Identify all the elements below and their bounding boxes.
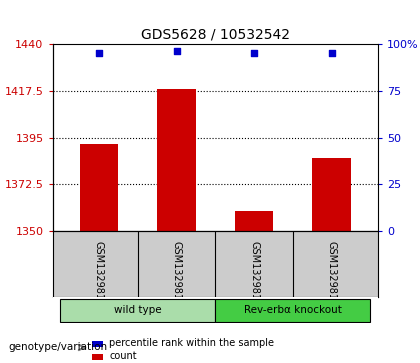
- Bar: [235, 211, 273, 232]
- Point: [173, 48, 180, 54]
- Point: [96, 50, 102, 56]
- Point: [328, 50, 335, 56]
- Text: GSM1329812: GSM1329812: [171, 241, 181, 307]
- Text: GSM1329811: GSM1329811: [94, 241, 104, 306]
- Point: [251, 50, 257, 56]
- FancyBboxPatch shape: [215, 298, 370, 322]
- Title: GDS5628 / 10532542: GDS5628 / 10532542: [141, 27, 290, 41]
- Text: GSM1329814: GSM1329814: [326, 241, 336, 306]
- Bar: [312, 158, 351, 232]
- Text: Rev-erbα knockout: Rev-erbα knockout: [244, 305, 342, 315]
- Bar: [80, 144, 118, 232]
- Bar: [157, 90, 196, 232]
- Text: GSM1329813: GSM1329813: [249, 241, 259, 306]
- Text: percentile rank within the sample: percentile rank within the sample: [109, 338, 274, 348]
- Text: count: count: [109, 351, 137, 361]
- Text: wild type: wild type: [114, 305, 162, 315]
- Text: genotype/variation: genotype/variation: [8, 342, 108, 352]
- FancyBboxPatch shape: [60, 298, 215, 322]
